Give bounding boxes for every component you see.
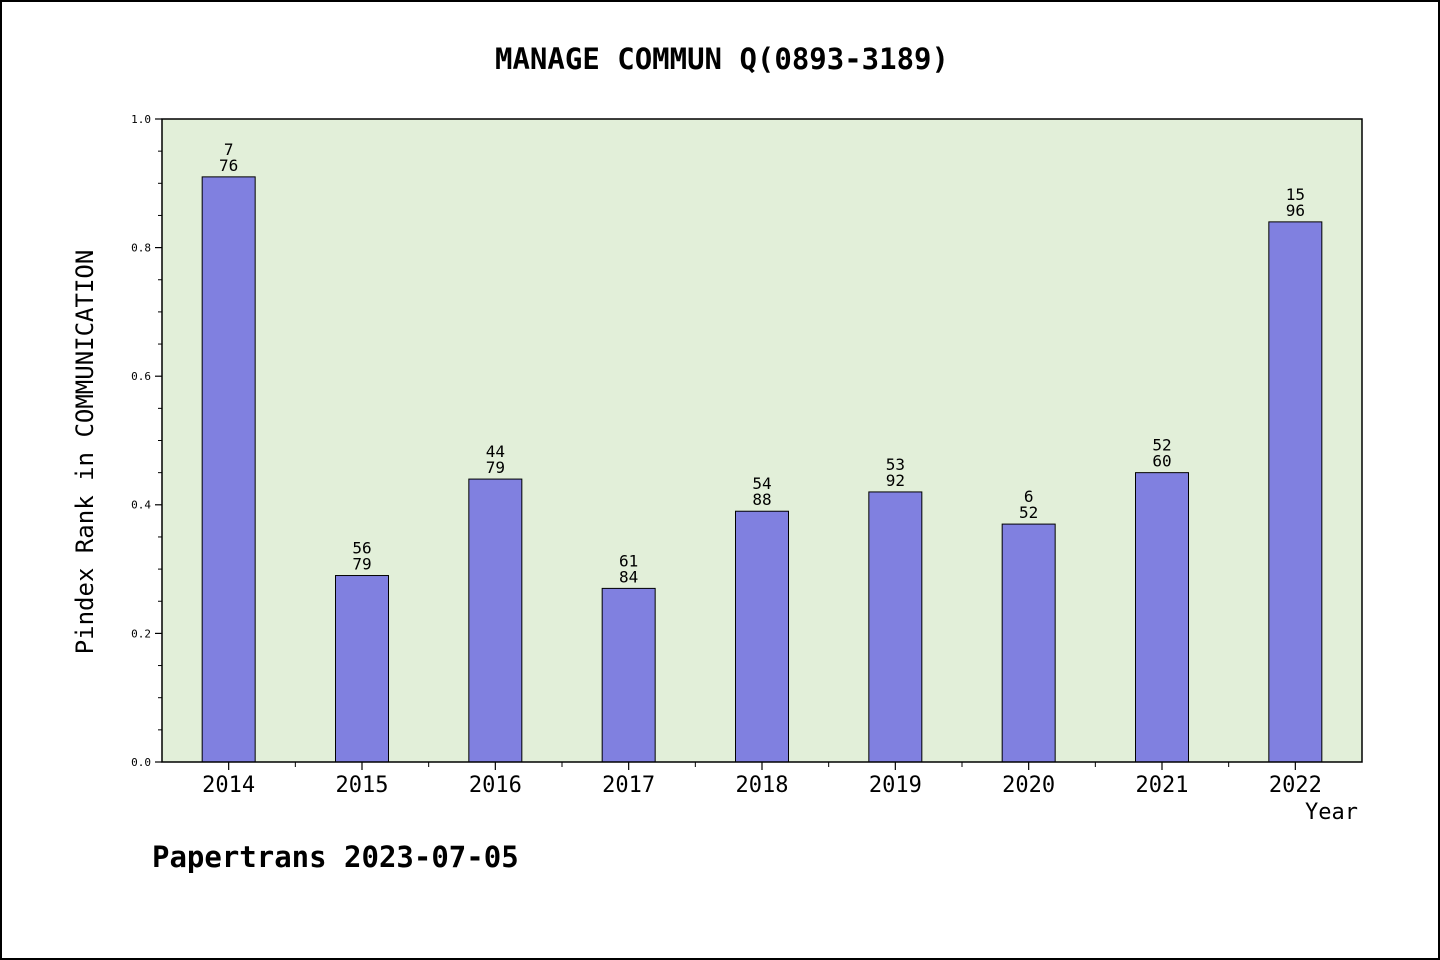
y-tick-label: 0.0 [131,756,151,769]
bar-2019 [868,491,923,763]
y-tick-label: 0.6 [131,370,151,383]
bar-label-top-2017: 61 [619,551,638,570]
bar-label-bottom-2016: 79 [486,458,505,477]
bar-label-bottom-2019: 92 [886,471,905,490]
y-tick-label: 0.4 [131,499,151,512]
y-tick-label: 0.2 [131,627,151,640]
bar-label-top-2018: 54 [752,474,771,493]
bar-label-bottom-2014: 76 [219,156,238,175]
plot-border [161,118,1363,763]
bar-label-top-2016: 44 [486,442,505,461]
bar-2021 [1135,472,1189,763]
x-axis-title: Year [1305,800,1358,825]
bar-2016 [468,478,523,763]
bar-label-top-2021: 52 [1152,436,1171,455]
x-tick-label-2018: 2018 [736,773,789,798]
bar-label-top-2014: 7 [224,140,234,159]
x-tick-label-2020: 2020 [1002,773,1055,798]
bar-label-bottom-2015: 79 [352,555,371,574]
bar-label-top-2015: 56 [352,539,371,558]
bar-2017 [601,587,656,763]
chart-title: MANAGE COMMUN Q(0893-3189) [495,42,949,76]
x-tick-label-2014: 2014 [202,773,255,798]
bar-label-bottom-2022: 96 [1286,201,1305,220]
x-tick-label-2022: 2022 [1269,773,1322,798]
bar-label-top-2020: 6 [1024,487,1034,506]
x-tick-label-2017: 2017 [602,773,655,798]
bar-label-top-2019: 53 [886,455,905,474]
y-tick-label: 0.8 [131,241,151,254]
bar-2020 [1001,523,1056,763]
bar-label-bottom-2017: 84 [619,567,638,586]
bar-2018 [735,510,789,763]
x-tick-label-2021: 2021 [1136,773,1189,798]
bar-label-bottom-2021: 60 [1152,452,1171,471]
watermark-text: Papertrans 2023-07-05 [152,840,519,874]
x-tick-label-2015: 2015 [336,773,389,798]
bar-label-bottom-2020: 52 [1019,503,1038,522]
bar-2015 [335,575,389,763]
bar-2014 [201,176,256,763]
bar-label-bottom-2018: 88 [752,490,771,509]
x-tick-label-2016: 2016 [469,773,522,798]
bar-label-top-2022: 15 [1286,185,1305,204]
y-tick-label: 1.0 [131,113,151,126]
bar-2022 [1268,221,1323,763]
x-tick-label-2019: 2019 [869,773,922,798]
